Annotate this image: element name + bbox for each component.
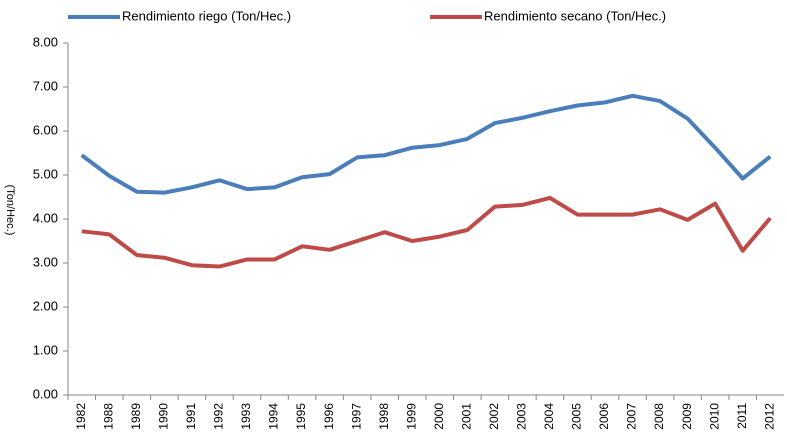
x-tick-label: 2011 — [735, 403, 749, 429]
x-tick-label: 2008 — [652, 403, 666, 430]
x-tick-label: 2002 — [487, 403, 501, 430]
x-tick-label: 1998 — [377, 403, 391, 430]
x-tick-label: 1992 — [212, 403, 226, 430]
x-tick-label: 2004 — [542, 403, 556, 430]
x-tick-label: 2009 — [680, 403, 694, 430]
x-tick-label: 2000 — [432, 403, 446, 430]
x-tick-label: 1982 — [74, 403, 88, 430]
line-series — [81, 195, 772, 269]
y-tick-label: 8.00 — [33, 34, 58, 49]
legend-label: Rendimiento secano (Ton/Hec.) — [484, 8, 666, 23]
line-series — [80, 93, 772, 195]
x-tick-label: 2005 — [570, 403, 584, 430]
x-tick-label: 1996 — [322, 403, 336, 430]
x-tick-label: 1995 — [294, 403, 308, 430]
x-tick-label: 2012 — [762, 403, 776, 430]
x-tick-label: 2003 — [515, 403, 529, 430]
x-tick-label: 2006 — [597, 403, 611, 430]
y-axis-label: (Ton/Hec.) — [4, 185, 16, 236]
x-tick-label: 1989 — [129, 403, 143, 430]
y-tick-label: 4.00 — [33, 210, 58, 225]
x-tick-label: 2010 — [707, 403, 721, 430]
x-tick-label: 1997 — [349, 403, 363, 430]
x-tick-label: 1993 — [239, 403, 253, 430]
x-tick-label: 2001 — [459, 403, 473, 430]
x-tick-label: 1991 — [184, 403, 198, 430]
x-tick-label: 1988 — [101, 403, 115, 430]
y-tick-label: 3.00 — [33, 254, 58, 269]
x-tick-label: 1999 — [404, 403, 418, 430]
y-tick-label: 1.00 — [33, 342, 58, 357]
y-tick-label: 7.00 — [33, 78, 58, 93]
x-tick-label: 1994 — [267, 403, 281, 430]
y-tick-label: 5.00 — [33, 166, 58, 181]
y-tick-label: 6.00 — [33, 122, 58, 137]
x-tick-label: 1990 — [157, 403, 171, 430]
legend-label: Rendimiento riego (Ton/Hec.) — [122, 8, 291, 23]
y-tick-label: 0.00 — [33, 386, 58, 401]
y-tick-label: 2.00 — [33, 298, 58, 313]
x-tick-label: 2007 — [625, 403, 639, 430]
